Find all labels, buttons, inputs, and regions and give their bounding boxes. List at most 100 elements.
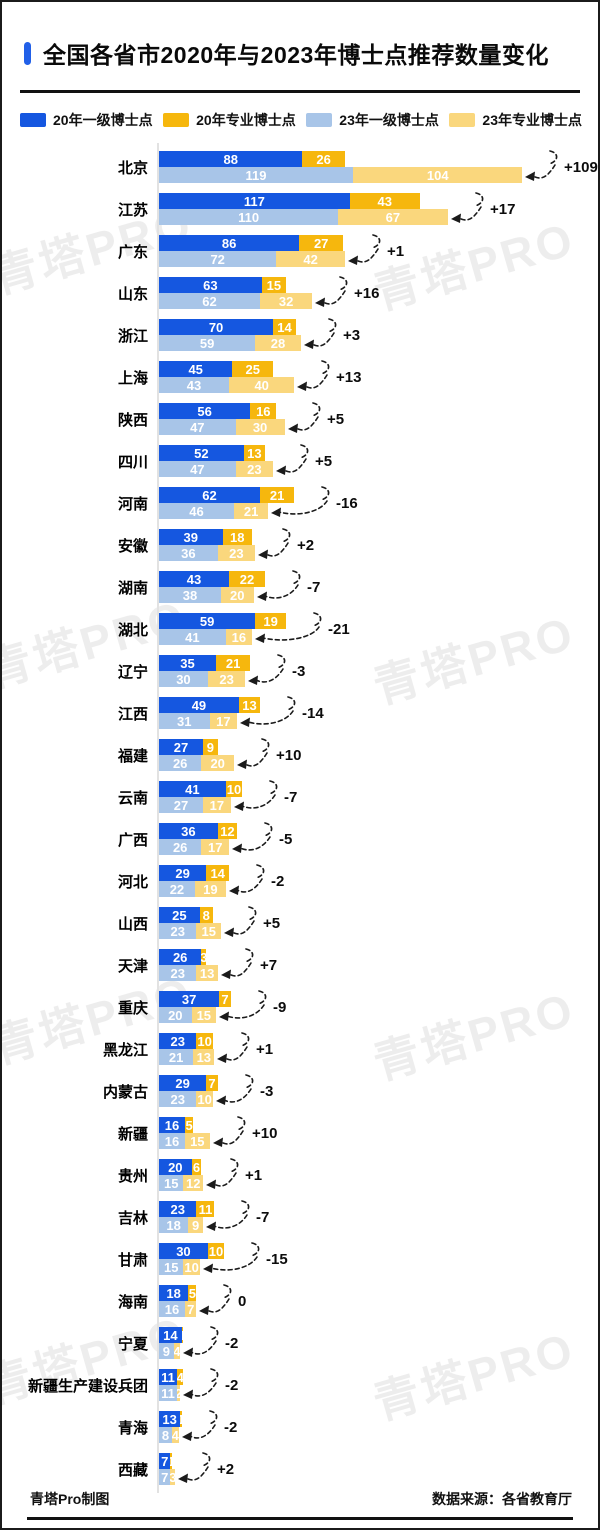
chart-row: 北京 88 26 119 104 +109	[2, 150, 598, 183]
delta-label: +17	[490, 200, 516, 218]
delta-label: +2	[297, 536, 315, 554]
bar-segment: 16	[159, 1301, 186, 1317]
bar-value: 104	[426, 167, 449, 183]
bar-segment: 29	[159, 865, 207, 881]
bar-segment: 1	[181, 1327, 184, 1343]
province-label: 安徽	[117, 537, 148, 555]
bar-segment: 23	[159, 965, 197, 981]
bar-segment: 15	[191, 1007, 217, 1023]
bar-segment: 1	[180, 1411, 182, 1427]
change-arrow-icon	[183, 1326, 219, 1357]
delta-label: -2	[224, 1418, 238, 1436]
delta-label: +10	[252, 1124, 278, 1142]
delta-label: +13	[336, 368, 362, 386]
bar-value: 14	[210, 865, 225, 881]
bar-value: 22	[239, 571, 255, 587]
delta-label: -7	[284, 788, 298, 806]
bar-segment: 30	[235, 419, 285, 435]
province-label: 北京	[117, 159, 148, 177]
bar-value: 32	[278, 293, 294, 309]
bar-value: 19	[263, 613, 278, 629]
bar-segment: 14	[159, 1327, 182, 1343]
bar-segment: 42	[276, 251, 345, 267]
province-label: 青海	[117, 1419, 148, 1437]
bar-value: 10	[197, 1033, 212, 1049]
change-arrow-icon	[206, 1200, 250, 1231]
bar-value: 35	[180, 655, 195, 671]
bar-segment: 56	[159, 403, 251, 419]
bar-segment: 21	[260, 487, 295, 503]
bar-segment: 86	[159, 235, 300, 251]
bar-value: 3	[170, 1470, 175, 1485]
bar-value: 43	[377, 193, 392, 209]
bar-segment: 26	[159, 839, 202, 855]
bar-value: 15	[266, 277, 282, 293]
chart-row: 湖北 59 19 41 16 -21	[2, 612, 598, 645]
bar-value: 36	[181, 545, 196, 561]
chart-row: 湖南 43 22 38 20 -7	[2, 570, 598, 603]
bar-value: 39	[183, 529, 199, 545]
bar-segment: 104	[352, 167, 523, 183]
bar-value: 13	[196, 1049, 212, 1065]
delta-label: -2	[271, 872, 285, 890]
footer-source: 数据来源：各省教育厅	[432, 1491, 572, 1507]
bar-segment: 10	[225, 781, 243, 797]
chart-row: 四川 52 13 47 23 +5	[2, 444, 598, 477]
bar-segment: 12	[217, 823, 238, 839]
bar-segment: 117	[159, 193, 350, 209]
bar-value: 16	[231, 629, 247, 645]
bar-segment: 45	[159, 361, 233, 377]
bar-value: 21	[225, 655, 241, 671]
bar-segment: 15	[261, 277, 287, 293]
chart-row: 广西 36 12 26 17 -5	[2, 822, 598, 855]
legend-item: 20年一级博士点	[20, 110, 153, 130]
bar-value: 30	[176, 671, 191, 687]
bar-value: 23	[170, 1091, 185, 1107]
bar-segment: 13	[238, 697, 261, 713]
bar-value: 86	[221, 235, 237, 251]
province-label: 江苏	[117, 201, 148, 219]
chart-row: 上海 45 25 43 40 +13	[2, 360, 598, 393]
bar-value: 7	[221, 991, 229, 1007]
bar-segment: 43	[159, 571, 230, 587]
bar-segment: 41	[159, 629, 226, 645]
chart-row: 黑龙江 23 10 21 13 +1	[2, 1032, 598, 1065]
bar-segment: 59	[159, 613, 256, 629]
bar-value: 67	[385, 209, 401, 225]
province-label: 吉林	[117, 1209, 148, 1227]
bar-segment: 67	[338, 209, 448, 225]
bar-segment: 3	[170, 1469, 176, 1485]
bar-value: 10	[226, 781, 242, 797]
bar-segment: 63	[159, 277, 262, 293]
bar-segment: 20	[201, 755, 234, 771]
bar-value: 15	[163, 1175, 179, 1191]
bar-segment: 13	[196, 965, 218, 981]
legend-label: 20年专业博士点	[196, 112, 296, 128]
chart-row: 江西 49 13 31 17 -14	[2, 696, 598, 729]
bar-segment: 43	[159, 377, 230, 393]
chart-row: 辽宁 35 21 30 23 -3	[2, 654, 598, 687]
delta-label: -16	[336, 494, 358, 512]
bar-value: 17	[207, 839, 223, 855]
legend-label: 20年一级博士点	[53, 112, 153, 128]
bar-value: 4	[172, 1427, 179, 1443]
delta-label: +109	[564, 158, 598, 176]
bar-segment: 27	[299, 235, 344, 251]
province-label: 新疆	[117, 1125, 148, 1143]
bar-value: 21	[269, 487, 285, 503]
change-arrow-icon	[347, 234, 381, 265]
bar-segment: 18	[159, 1217, 189, 1233]
chart-row: 江苏 117 43 110 67 +17	[2, 192, 598, 225]
bar-value: 23	[229, 545, 244, 561]
province-label: 重庆	[117, 999, 148, 1017]
bar-value: 8	[161, 1427, 170, 1443]
bar-value: 26	[172, 839, 188, 855]
bar-value: 43	[186, 377, 202, 393]
bar-value: 4	[176, 1369, 184, 1385]
delta-label: +16	[354, 284, 380, 302]
bar-segment: 10	[196, 1091, 213, 1107]
bar-segment: 12	[183, 1175, 203, 1191]
province-label: 江西	[117, 705, 148, 723]
bar-segment: 21	[233, 503, 269, 519]
